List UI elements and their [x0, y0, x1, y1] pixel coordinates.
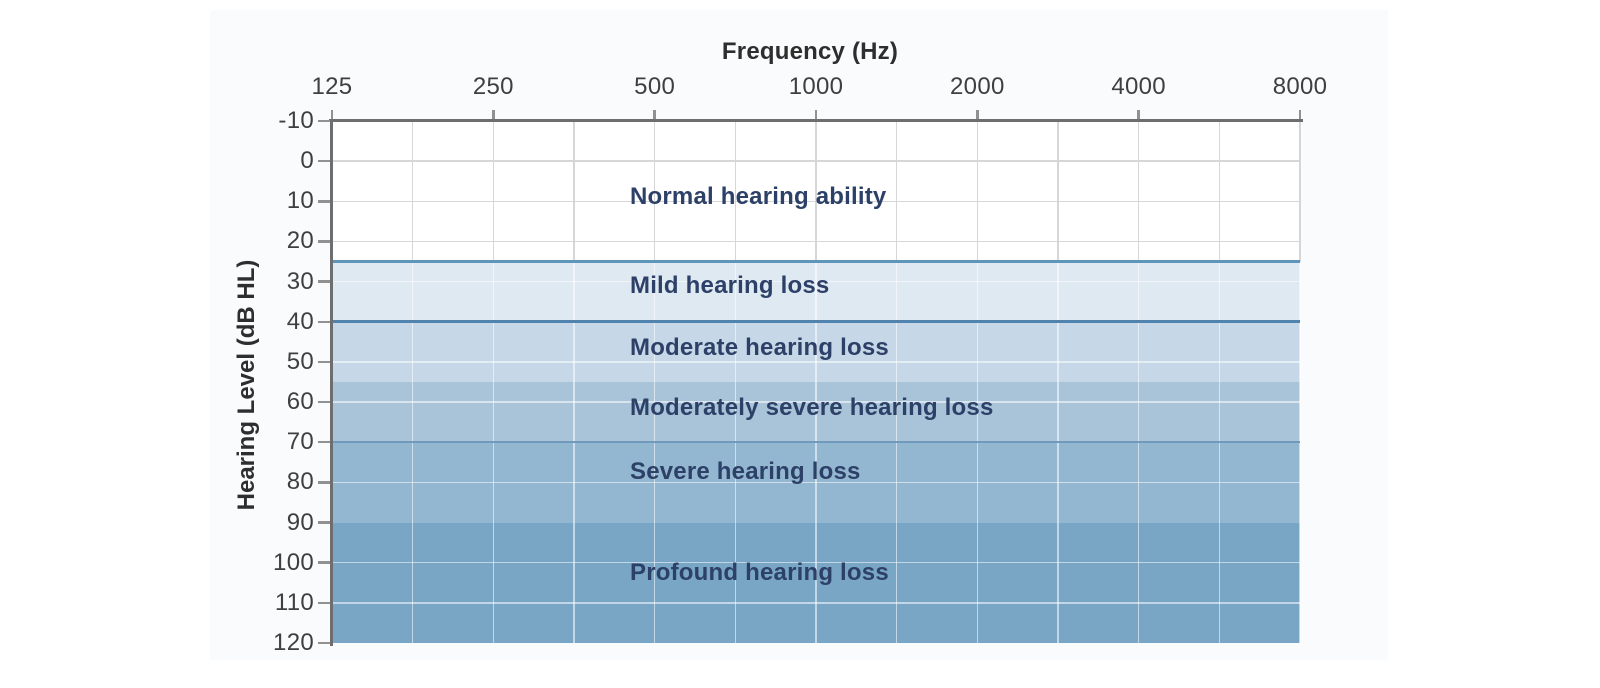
gridline-vertical — [1137, 121, 1140, 262]
gridline-vertical — [1299, 121, 1301, 262]
x-axis-line — [329, 119, 1303, 122]
y-tick-label: 60 — [286, 388, 314, 416]
gridline-vertical — [1137, 261, 1140, 643]
x-tick-label: 500 — [634, 73, 676, 100]
y-axis-tick — [318, 561, 330, 564]
gridline-vertical — [573, 121, 575, 262]
gridline-horizontal — [332, 481, 1300, 484]
gridline-vertical — [492, 261, 495, 643]
x-axis-tick — [330, 110, 334, 119]
gridline-vertical — [976, 261, 979, 643]
y-tick-label: 70 — [286, 428, 314, 456]
gridline-vertical — [492, 121, 495, 262]
y-tick-label: 20 — [286, 227, 314, 255]
gridline-horizontal — [332, 401, 1300, 403]
x-tick-label: 125 — [311, 73, 353, 100]
y-tick-label: 120 — [273, 629, 314, 656]
band-label: Mild hearing loss — [630, 271, 830, 299]
y-tick-label: 100 — [273, 548, 314, 576]
gridline-vertical — [411, 121, 414, 262]
x-axis-tick — [1137, 110, 1140, 119]
gridline-vertical — [895, 261, 898, 643]
gridline-vertical — [653, 261, 656, 643]
y-tick-label: 50 — [286, 347, 314, 375]
gridline-vertical — [1218, 261, 1221, 643]
y-axis-tick — [318, 320, 330, 324]
band-boundary-line — [332, 440, 1300, 443]
y-axis-tick — [318, 360, 330, 364]
gridline-horizontal — [332, 160, 1300, 162]
gridline-horizontal — [332, 602, 1300, 604]
y-tick-label: 10 — [286, 187, 314, 215]
gridline-horizontal — [332, 561, 1300, 564]
gridline-vertical — [573, 261, 575, 643]
gridline-horizontal — [332, 200, 1300, 203]
x-tick-label: 4000 — [1111, 73, 1166, 100]
y-axis-tick — [318, 119, 330, 123]
x-axis-tick — [814, 110, 818, 119]
band-label: Normal hearing ability — [630, 183, 887, 211]
x-tick-label: 250 — [472, 73, 514, 100]
band-label: Severe hearing loss — [630, 458, 861, 486]
x-axis-tick — [976, 110, 979, 119]
band-label: Moderately severe hearing loss — [630, 394, 994, 422]
y-axis-tick — [318, 159, 330, 163]
gridline-vertical — [815, 121, 817, 262]
y-tick-label: 90 — [286, 508, 314, 536]
y-axis-tick — [318, 641, 330, 645]
gridline-vertical — [1299, 261, 1301, 643]
gridline-vertical — [411, 261, 414, 643]
band-boundary-line — [332, 320, 1300, 324]
x-axis-tick — [492, 110, 495, 119]
y-axis-tick — [318, 200, 330, 203]
y-axis-tick — [318, 280, 330, 283]
gridline-horizontal — [332, 240, 1300, 243]
y-axis-tick — [318, 481, 330, 484]
gridline-vertical — [653, 121, 656, 262]
band-boundary-line — [332, 260, 1300, 264]
band-label: Profound hearing loss — [630, 558, 889, 586]
gridline-vertical — [1057, 121, 1059, 262]
gridline-horizontal — [332, 361, 1300, 363]
y-tick-label: -10 — [278, 107, 314, 134]
x-axis-tick — [1298, 110, 1302, 119]
y-axis-tick — [318, 521, 330, 524]
y-tick-label: 40 — [286, 307, 314, 335]
x-tick-label: 1000 — [788, 73, 844, 100]
y-axis-tick — [318, 240, 330, 243]
x-tick-label: 8000 — [1272, 73, 1328, 100]
gridline-vertical — [1218, 121, 1221, 262]
y-tick-label: 30 — [286, 267, 314, 295]
x-tick-label: 2000 — [950, 73, 1005, 100]
gridline-vertical — [734, 121, 737, 262]
y-tick-label: 80 — [286, 468, 314, 496]
gridline-vertical — [895, 121, 898, 262]
gridline-vertical — [815, 261, 817, 643]
gridline-horizontal — [332, 280, 1300, 283]
y-tick-label: 110 — [274, 588, 314, 616]
gridline-vertical — [976, 121, 979, 262]
y-tick-label: 0 — [300, 147, 314, 175]
gridline-vertical — [1057, 261, 1059, 643]
y-axis-tick — [318, 400, 330, 404]
y-axis-tick — [318, 601, 330, 605]
x-axis-title: Frequency (Hz) — [721, 38, 899, 65]
y-axis-tick — [318, 440, 330, 444]
band-label: Moderate hearing loss — [630, 333, 889, 361]
y-axis-line — [330, 119, 333, 646]
x-axis-tick — [653, 110, 656, 119]
gridline-vertical — [734, 261, 737, 643]
